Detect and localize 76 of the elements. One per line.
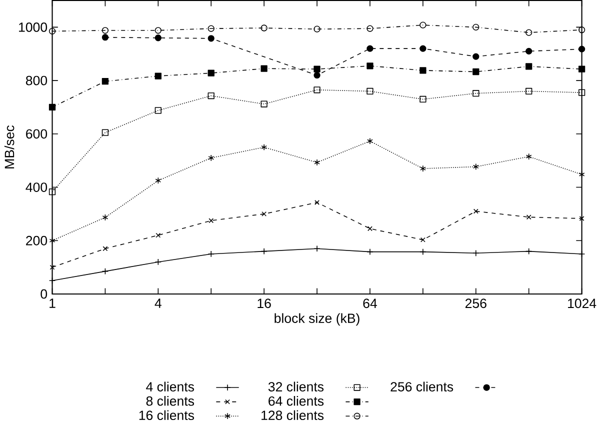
point (578, 171, 585, 178)
point (420, 96, 426, 102)
point (366, 88, 374, 94)
point (472, 90, 480, 97)
point (154, 107, 162, 114)
point (156, 232, 161, 238)
point (102, 129, 109, 136)
point (367, 138, 373, 144)
point (208, 92, 214, 99)
legend-label: 16 clients (139, 410, 194, 420)
y-tick-label: 0 (40, 289, 48, 299)
point (155, 177, 162, 184)
point (526, 88, 532, 94)
y-tick-label: 600 (26, 129, 48, 139)
point (526, 62, 532, 70)
point (578, 66, 586, 72)
point (208, 218, 214, 223)
point (366, 25, 374, 32)
point (102, 214, 108, 221)
x-tick-label: 16 (258, 298, 271, 308)
point (48, 104, 56, 110)
point (50, 264, 55, 270)
point (260, 24, 268, 32)
point (260, 65, 268, 72)
point (208, 25, 214, 32)
point (420, 66, 426, 74)
x-axis-title: block size (kB) (274, 313, 360, 326)
point (366, 62, 374, 70)
point (261, 144, 267, 150)
point (314, 66, 320, 72)
x-tick-label: 256 (465, 298, 486, 308)
point (473, 208, 478, 214)
y-tick-label: 800 (26, 76, 48, 86)
point (420, 165, 426, 172)
legend-label: 64 clients (268, 396, 324, 406)
legend-label: 4 clients (146, 382, 194, 392)
point (472, 24, 480, 30)
point (154, 26, 162, 34)
point (208, 70, 214, 76)
point (102, 26, 109, 34)
legend-label: 256 clients (390, 382, 454, 392)
x-tick-label: 1024 (568, 298, 596, 308)
y-tick-label: 400 (26, 182, 48, 192)
point (48, 188, 56, 196)
point (262, 211, 267, 216)
y-axis-title: MB/sec (4, 125, 14, 168)
point (49, 237, 56, 244)
legend-label: 128 clients (262, 410, 324, 420)
point (420, 22, 426, 28)
y-tick-label: 1000 (19, 22, 48, 32)
point (472, 68, 480, 75)
point (102, 78, 109, 85)
point (314, 86, 320, 94)
point (314, 159, 320, 166)
point (314, 200, 320, 205)
point (154, 72, 162, 80)
point (579, 216, 584, 221)
point (526, 153, 532, 160)
legend-label: 32 clients (268, 382, 324, 392)
point (368, 226, 372, 231)
point (48, 28, 56, 34)
legend-label: 8 clients (146, 396, 194, 406)
point (526, 214, 532, 220)
y-tick-label: 200 (26, 236, 48, 246)
point (314, 26, 320, 32)
point (102, 246, 108, 251)
point (260, 100, 268, 108)
x-tick-label: 64 (363, 298, 377, 308)
point (420, 237, 426, 242)
x-tick-label: 4 (154, 298, 162, 308)
point (578, 89, 586, 96)
x-tick-label: 1 (50, 298, 56, 308)
point (578, 26, 586, 34)
point (472, 163, 479, 170)
point (208, 154, 214, 162)
point (526, 29, 532, 36)
